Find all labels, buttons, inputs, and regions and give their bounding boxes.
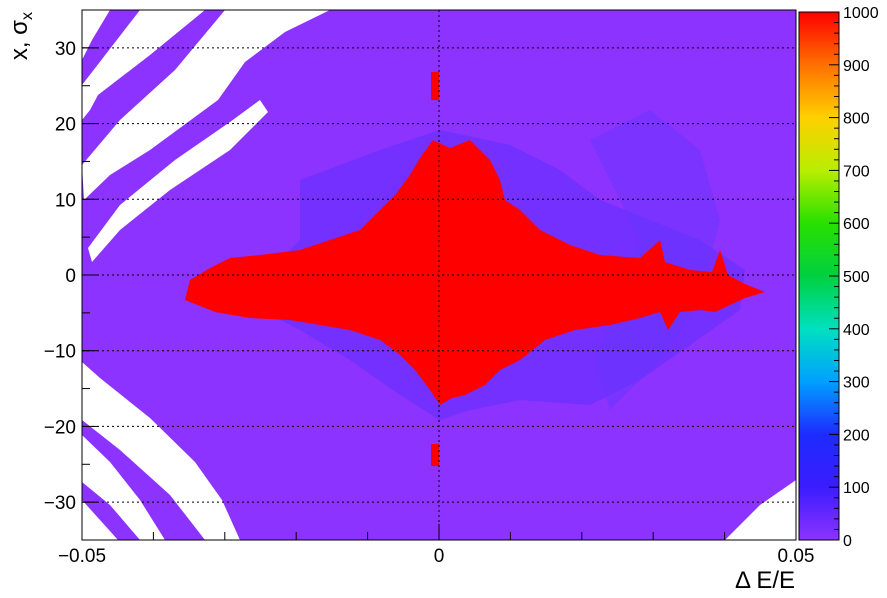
colorbar-tick-label: 700 bbox=[843, 163, 870, 180]
y-axis-title-main: x, σ bbox=[6, 20, 33, 60]
y-tick-label: 20 bbox=[55, 115, 76, 136]
colorbar-tick-label: 1000 bbox=[843, 5, 879, 22]
color-bar: 0 100 200 300 400 500 600 700 800 900 1000 bbox=[798, 5, 879, 550]
saturated-core bbox=[185, 140, 765, 405]
y-tick-label: −20 bbox=[44, 417, 76, 438]
spike-lower bbox=[431, 444, 439, 466]
axis-ticks: −0.05 0 0.05 30 20 10 0 −10 −20 −30 bbox=[44, 9, 815, 567]
spike-upper bbox=[431, 72, 439, 100]
colorbar-tick-label: 400 bbox=[843, 322, 870, 339]
colorbar-tick-label: 200 bbox=[843, 427, 870, 444]
x-axis-title: Δ E/E bbox=[735, 567, 795, 594]
colorbar-tick-label: 500 bbox=[843, 269, 870, 286]
color-bar-ticks: 0 100 200 300 400 500 600 700 800 900 1000 bbox=[829, 5, 879, 550]
empty-region-lower-right bbox=[725, 480, 796, 540]
colorbar-tick-label: 100 bbox=[843, 480, 870, 497]
y-axis-title: x, σx bbox=[6, 12, 36, 60]
x-tick-label: 0 bbox=[434, 546, 445, 567]
svg-text:x, σx: x, σx bbox=[6, 12, 36, 60]
colorbar-tick-label: 900 bbox=[843, 58, 870, 75]
colorbar-tick-label: 800 bbox=[843, 111, 870, 128]
plot-area: −0.05 0 0.05 30 20 10 0 −10 −20 −30 bbox=[44, 9, 815, 567]
y-axis-title-sub: x bbox=[19, 12, 36, 20]
x-tick-label: 0.05 bbox=[778, 546, 815, 567]
colorbar-tick-label: 0 bbox=[843, 533, 852, 550]
empty-region-lower-left bbox=[82, 362, 240, 540]
y-tick-label: 30 bbox=[55, 39, 76, 60]
colorbar-tick-label: 600 bbox=[843, 216, 870, 233]
colorbar-tick-label: 300 bbox=[843, 375, 870, 392]
y-tick-label: −10 bbox=[44, 342, 76, 363]
x-tick-label: −0.05 bbox=[58, 546, 106, 567]
y-tick-label: 10 bbox=[55, 190, 76, 211]
y-tick-label: 0 bbox=[65, 266, 76, 287]
y-tick-label: −30 bbox=[44, 493, 76, 514]
